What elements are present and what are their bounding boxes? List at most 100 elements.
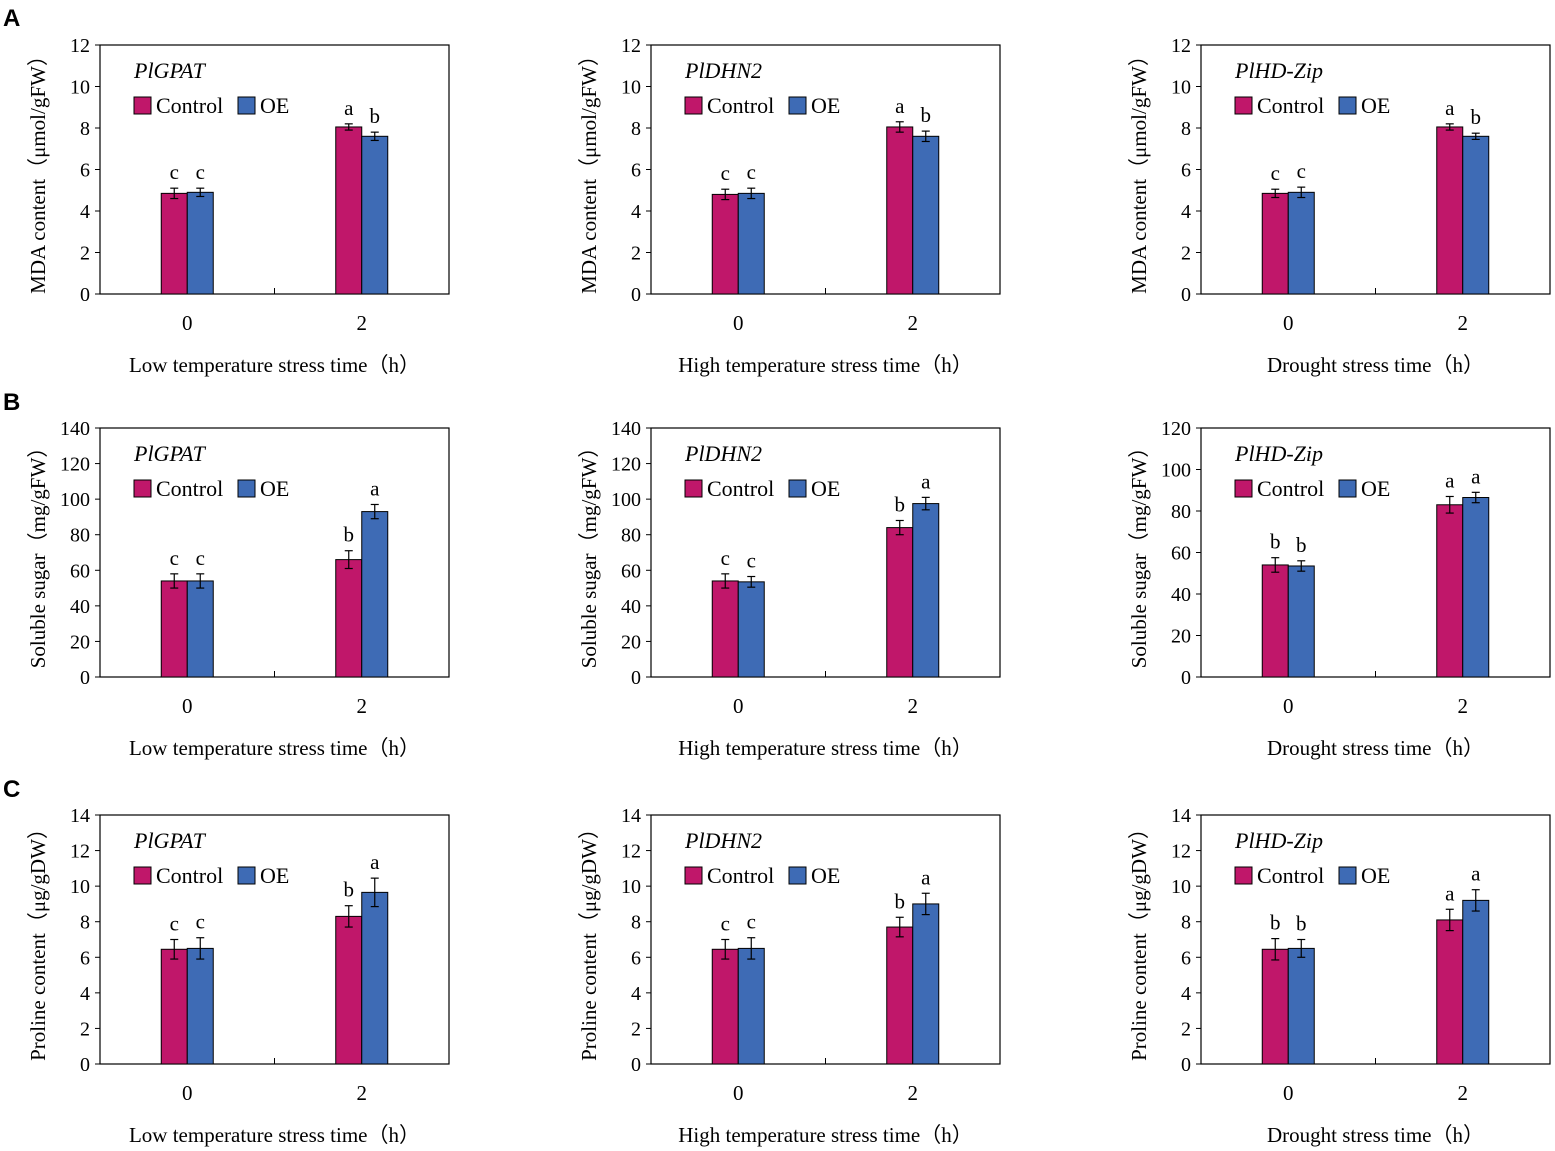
legend-label-control: Control: [1257, 863, 1324, 888]
legend-swatch-oe: [237, 866, 256, 885]
significance-letter: a: [370, 476, 380, 500]
x-axis-title: Low temperature stress time（h）: [129, 1123, 420, 1147]
y-axis-title: Proline content（μg/gDW）: [577, 818, 601, 1061]
y-tick-label: 4: [631, 201, 641, 223]
bar-control: [1436, 919, 1464, 1065]
y-tick-label: 20: [70, 631, 90, 653]
x-tick-label: 0: [182, 694, 193, 718]
y-tick-label: 0: [80, 667, 90, 689]
legend-swatch-oe: [1338, 866, 1357, 885]
y-tick-label: 14: [621, 805, 641, 827]
y-tick-label: 80: [1171, 501, 1191, 523]
y-tick-label: 2: [631, 1018, 641, 1040]
y-tick-label: 12: [621, 841, 641, 863]
y-tick-label: 100: [60, 489, 90, 511]
significance-letter: a: [370, 850, 380, 874]
significance-letter: a: [1445, 96, 1455, 120]
y-tick-label: 2: [631, 243, 641, 265]
chart-title: PlGPAT: [133, 828, 207, 853]
y-tick-label: 0: [1181, 1054, 1191, 1076]
chart-title: PlHD-Zip: [1234, 441, 1323, 466]
significance-letter: c: [721, 912, 730, 936]
x-tick-label: 0: [1283, 311, 1294, 335]
bar-oe: [186, 580, 214, 678]
x-tick-label: 0: [1283, 694, 1294, 718]
chart-panel-2: 0 2 4 6 8 10 12 c c 0 a b 2 PlDHN2 Control OE High tempe…: [577, 35, 1001, 377]
chart-title: PlGPAT: [133, 441, 207, 466]
legend-swatch-control: [684, 866, 703, 885]
bar-oe: [186, 191, 214, 295]
legend-label-control: Control: [707, 863, 774, 888]
significance-letter: c: [1297, 159, 1306, 183]
chart-panel-3: 0 2 4 6 8 10 12 c c 0 a b 2 PlHD-Zip Control OE Drought …: [1127, 35, 1551, 377]
bar-oe: [361, 135, 389, 295]
y-tick-label: 40: [621, 596, 641, 618]
x-axis-title: Drought stress time（h）: [1267, 736, 1484, 760]
y-tick-label: 2: [1181, 243, 1191, 265]
bar-oe: [912, 135, 940, 295]
chart-title: PlDHN2: [684, 441, 762, 466]
bar-oe: [1287, 947, 1315, 1065]
y-tick-label: 12: [70, 841, 90, 863]
x-axis-title: High temperature stress time（h）: [678, 1123, 973, 1147]
significance-letter: c: [196, 546, 205, 570]
x-tick-label: 2: [357, 311, 368, 335]
legend-label-oe: OE: [811, 863, 840, 888]
bar-oe: [912, 903, 940, 1065]
y-tick-label: 4: [80, 201, 90, 223]
y-axis-title: Proline content（μg/gDW）: [26, 818, 50, 1061]
chart-title: PlHD-Zip: [1234, 828, 1323, 853]
y-axis-title: Soluble sugar（mg/gFW）: [1127, 437, 1151, 669]
y-tick-label: 4: [80, 983, 90, 1005]
y-tick-label: 8: [80, 118, 90, 140]
x-axis-title: Low temperature stress time（h）: [129, 736, 420, 760]
significance-letter: c: [721, 546, 730, 570]
significance-letter: b: [895, 889, 906, 913]
significance-letter: b: [370, 104, 381, 128]
chart-panel-7: 0 2 4 6 8 10 12 14 c c 0 ba 2 PlGPAT Control OE Low temp…: [26, 805, 450, 1147]
bar-control: [1436, 126, 1464, 295]
legend-label-oe: OE: [811, 93, 840, 118]
y-tick-label: 40: [70, 596, 90, 618]
y-axis-title: MDA content（μmol/gFW）: [1127, 45, 1151, 294]
legend-label-control: Control: [156, 476, 223, 501]
row-label-c: C: [3, 776, 20, 803]
legend-swatch-control: [684, 96, 703, 115]
chart-panel-8: 0 2 4 6 8 10 12 14 c c 0 ba 2 PlDHN2 Control OE High tem…: [577, 805, 1001, 1147]
significance-letter: b: [344, 878, 355, 902]
x-tick-label: 0: [733, 1081, 744, 1105]
y-tick-label: 0: [631, 667, 641, 689]
y-tick-label: 4: [1181, 983, 1191, 1005]
y-tick-label: 10: [70, 77, 90, 99]
y-tick-label: 10: [1171, 77, 1191, 99]
y-tick-label: 60: [70, 560, 90, 582]
x-tick-label: 2: [908, 694, 919, 718]
y-tick-label: 2: [80, 1018, 90, 1040]
bar-control: [160, 580, 188, 678]
y-tick-label: 12: [70, 35, 90, 57]
y-tick-label: 100: [611, 489, 641, 511]
significance-letter: b: [895, 492, 906, 516]
significance-letter: b: [921, 103, 932, 127]
bar-oe: [1287, 565, 1315, 678]
y-tick-label: 100: [1161, 460, 1191, 482]
bar-control: [335, 915, 363, 1065]
bar-control: [886, 926, 914, 1065]
bar-control: [335, 559, 363, 678]
x-tick-label: 0: [1283, 1081, 1294, 1105]
bar-oe: [1462, 899, 1490, 1065]
significance-letter: a: [344, 96, 354, 120]
legend-label-control: Control: [156, 863, 223, 888]
bar-oe: [186, 947, 214, 1065]
legend-swatch-oe: [788, 96, 807, 115]
y-tick-label: 14: [70, 805, 90, 827]
significance-letter: c: [721, 161, 730, 185]
significance-letter: a: [921, 865, 931, 889]
significance-letter: c: [747, 910, 756, 934]
legend-swatch-oe: [788, 479, 807, 498]
legend-label-oe: OE: [811, 476, 840, 501]
chart-panel-1: 0 2 4 6 8 10 12 c c 0 a b 2 PlGPAT Control OE Low temper…: [26, 35, 450, 377]
chart-title: PlDHN2: [684, 828, 762, 853]
y-tick-label: 6: [631, 160, 641, 182]
